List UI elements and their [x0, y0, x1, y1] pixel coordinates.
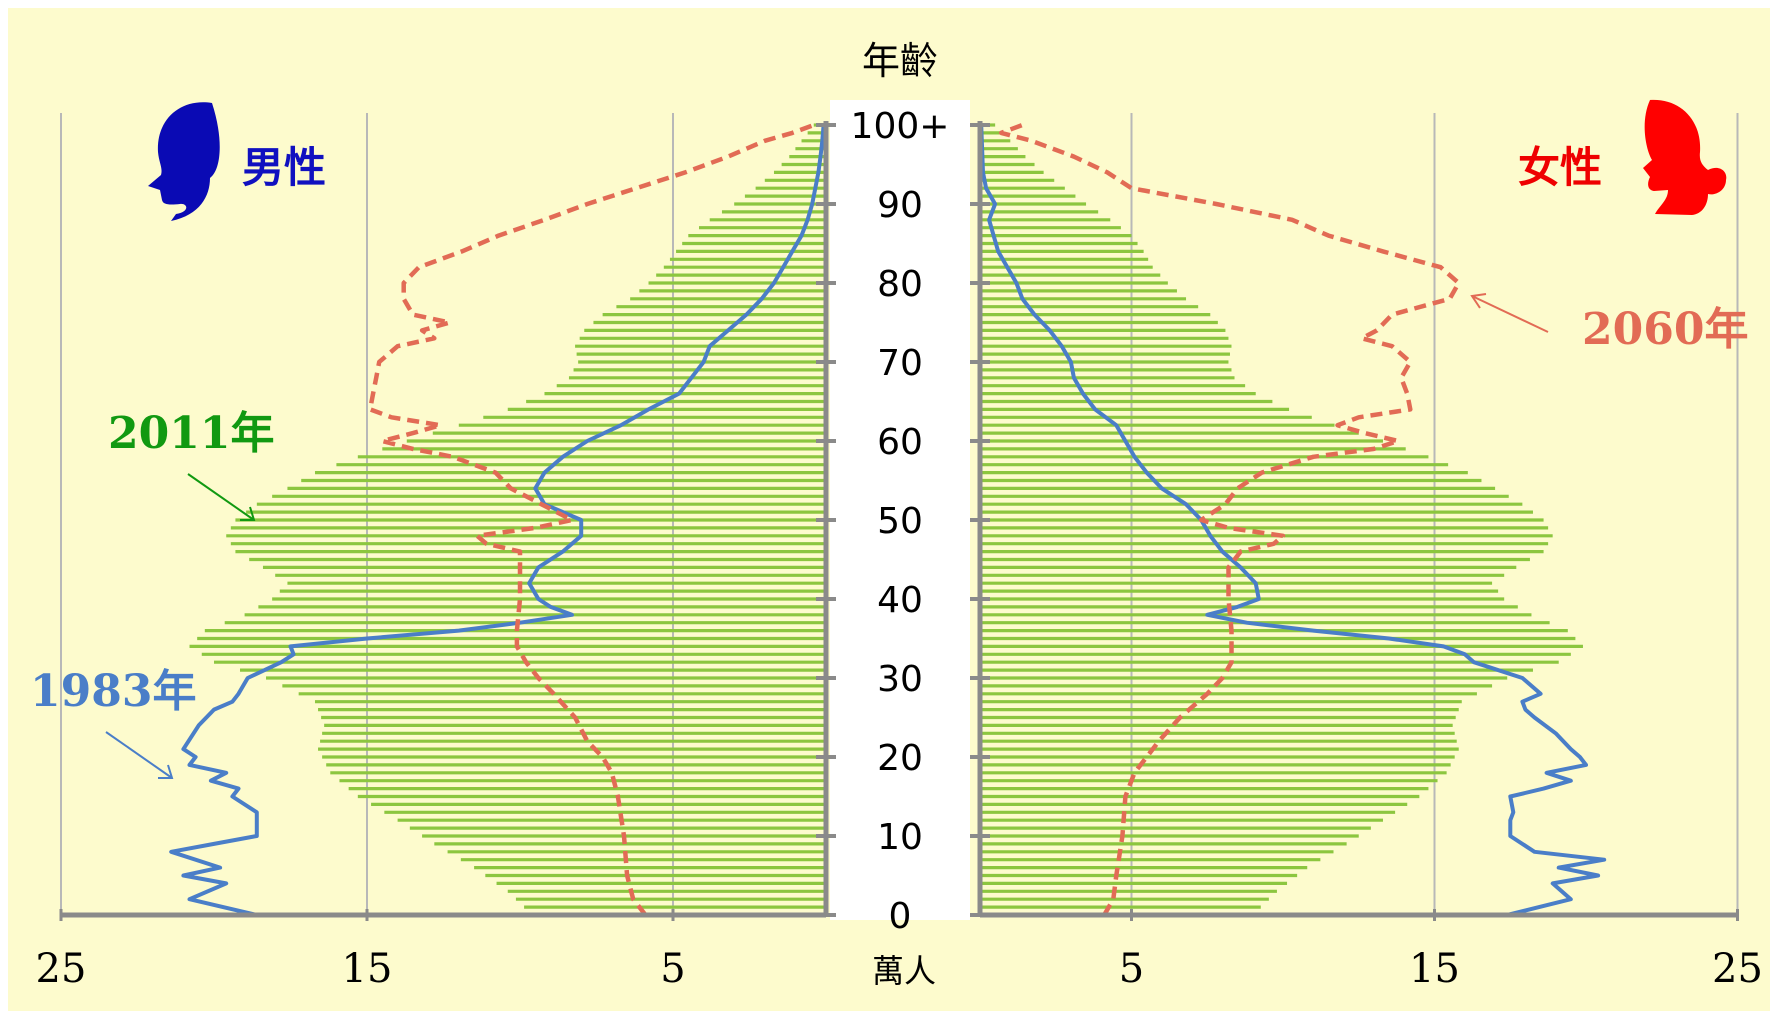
x-tick-label-left: 15 [342, 946, 393, 992]
female-silhouette-icon [1643, 99, 1727, 215]
arrow-2011 [187, 473, 255, 521]
age-tick-label: 90 [877, 185, 923, 226]
age-tick-label: 60 [877, 422, 923, 463]
y-axis-title: 年齡 [862, 39, 938, 83]
age-tick-label: 30 [877, 659, 923, 700]
line-male-1983年 [169, 124, 826, 917]
axes: 0 10 20 30 40 50 60 70 80 90 100+ 25 25 15 15 5 5 [36, 106, 1763, 992]
female-label: 女性 [1518, 143, 1602, 192]
age-tick-label: 50 [877, 501, 923, 542]
annotation-1983: 1983年 [30, 666, 196, 717]
age-tick-label: 10 [877, 817, 923, 858]
bars-2011 [189, 123, 1583, 917]
line-female-2060年 [998, 122, 1461, 917]
x-tick-label-left: 5 [660, 946, 685, 992]
male-label: 男性 [242, 143, 326, 192]
age-tick-label: 0 [889, 896, 912, 937]
line-female-1983年 [979, 124, 1607, 917]
age-axis-band [830, 100, 970, 920]
annotation-arrows [105, 293, 1549, 779]
x-tick-label-right: 15 [1409, 946, 1460, 992]
arrow-2060 [1471, 295, 1549, 333]
arrow-1983 [105, 731, 173, 779]
male-silhouette-icon [148, 102, 220, 221]
arrowhead-1983 [158, 764, 174, 779]
x-tick-label-right: 5 [1119, 946, 1144, 992]
labels: 年齡 萬人 男性 女性 2011年 1983年 2060年 [30, 39, 1748, 990]
x-tick-label-right: 25 [1712, 946, 1763, 992]
age-tick-label: 40 [877, 580, 923, 621]
annotation-2011: 2011年 [108, 408, 274, 459]
arrowhead-2060 [1470, 293, 1487, 309]
line-male-2060年 [367, 122, 815, 917]
arrowhead-2011 [240, 506, 256, 521]
age-tick-label: 80 [877, 264, 923, 305]
x-tick-label-left: 25 [36, 946, 87, 992]
x-axis-unit: 萬人 [872, 952, 936, 990]
series-lines [169, 122, 1607, 917]
annotation-2060: 2060年 [1582, 304, 1748, 355]
age-tick-label: 70 [877, 343, 923, 384]
age-tick-label: 20 [877, 738, 923, 779]
age-tick-label: 100+ [851, 106, 950, 147]
